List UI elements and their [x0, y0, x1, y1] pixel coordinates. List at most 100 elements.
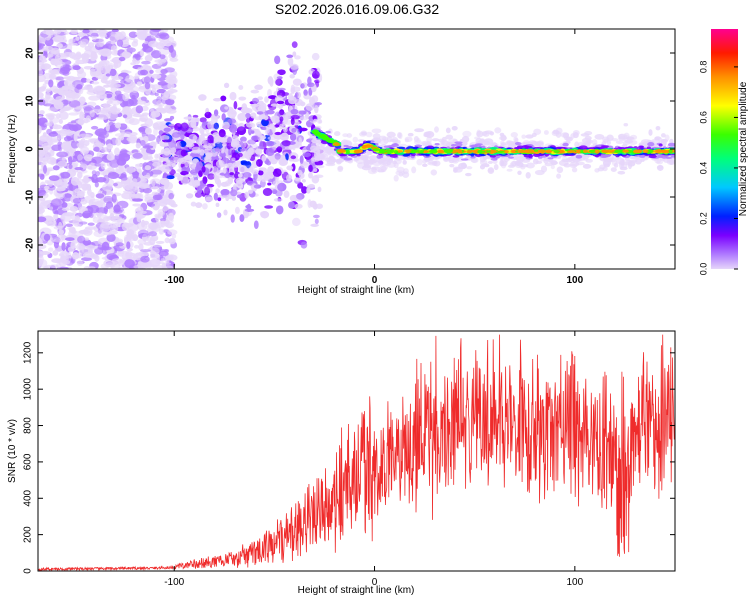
- spectrogram-cell: [192, 135, 198, 141]
- spectrogram-cell: [38, 74, 47, 83]
- spectrogram-cell: [260, 126, 268, 130]
- spectrogram-cell: [75, 36, 80, 41]
- spectrogram-cell: [99, 48, 112, 57]
- spectrogram-cell: [44, 185, 50, 190]
- spectrogram-cell: [630, 160, 636, 166]
- spectrogram-cell: [75, 119, 86, 124]
- spectrogram-cell: [273, 198, 283, 202]
- spectrogram-cell: [274, 131, 282, 136]
- spectrogram-cell: [277, 69, 286, 76]
- spectrogram-cell: [159, 143, 169, 147]
- spectrogram-cell: [94, 181, 99, 188]
- spectrogram-cell: [124, 259, 135, 269]
- spectrogram-cell: [163, 262, 172, 266]
- spectrogram-cell: [514, 137, 519, 142]
- spectrogram-cell: [131, 231, 137, 235]
- spectrogram-cell: [121, 222, 130, 232]
- spectrogram-cell: [585, 139, 594, 144]
- spectrogram-cell: [56, 151, 68, 158]
- spectrogram-cell: [372, 133, 381, 139]
- spectrogram-cell: [207, 120, 214, 130]
- spectrogram-cell: [38, 125, 42, 135]
- spectrogram-cell: [187, 177, 196, 186]
- spectrogram-cell: [294, 55, 301, 60]
- spectrogram-cell: [81, 245, 91, 255]
- spectrogram-cell: [314, 218, 319, 225]
- spectrogram-cell: [144, 82, 151, 90]
- spectrogram-cell: [74, 167, 84, 171]
- spectrogram-cell: [336, 159, 343, 164]
- spectrogram-cell: [544, 162, 553, 167]
- spectrogram-cell: [431, 138, 440, 142]
- spectrogram-cell: [100, 103, 112, 108]
- spectrogram-cell: [71, 252, 80, 260]
- spectrogram-cell: [494, 127, 502, 134]
- spectrogram-cell: [465, 172, 472, 177]
- spectrogram-cell: [70, 140, 80, 149]
- spectrogram-cell: [89, 109, 95, 118]
- spectrogram-cell: [80, 77, 88, 83]
- spectrogram-cell: [245, 112, 251, 119]
- spectrogram-cell: [164, 40, 172, 47]
- spectrogram-cell: [68, 226, 76, 233]
- spectrogram-cell: [308, 172, 313, 179]
- spectrogram-cell: [105, 123, 110, 132]
- spectrogram-cell: [240, 161, 251, 166]
- spectrogram-cell: [59, 111, 69, 120]
- spectrogram-cell: [96, 29, 108, 35]
- spectrogram-cell: [220, 189, 230, 196]
- spectrogram-cell: [115, 168, 124, 174]
- spectrogram-cell: [299, 155, 304, 165]
- spectrogram-cell: [53, 213, 59, 220]
- spectrogram-cell: [294, 92, 299, 98]
- spectrogram-cell: [191, 149, 201, 154]
- spectrogram-cell: [100, 161, 106, 170]
- spectrogram-cell: [156, 62, 163, 66]
- spectrogram-cell: [213, 122, 219, 130]
- spectrogram-cell: [38, 91, 44, 99]
- spectrogram-cell: [499, 132, 505, 137]
- spectrogram-cell: [416, 137, 421, 144]
- spectrogram-cell: [157, 208, 166, 217]
- spectrogram-cell: [227, 109, 237, 118]
- spectrogram-cell: [77, 235, 86, 244]
- spectrogram-cell: [144, 165, 151, 171]
- spectrogram-cell: [134, 213, 145, 219]
- spectrogram-cell: [57, 160, 68, 167]
- spectrogram-cell: [312, 70, 320, 79]
- spectrogram-cell: [396, 146, 406, 149]
- spectrogram-cell: [158, 250, 169, 257]
- spectrogram-cell: [265, 147, 275, 157]
- spectrogram-cell: [60, 106, 71, 112]
- spectrogram-cell: [658, 154, 663, 159]
- spectrogram-cell: [307, 184, 315, 189]
- spectrogram-cell: [141, 178, 148, 183]
- spectrogram-cell: [122, 114, 128, 119]
- spectrogram-cell: [533, 128, 542, 135]
- spectrogram-cell: [195, 202, 203, 208]
- spectrogram-cell: [461, 162, 467, 169]
- spectrogram-cell: [143, 76, 151, 84]
- spectrogram-cell: [507, 164, 516, 168]
- spectrogram-cell: [114, 90, 122, 96]
- spectrogram-cell: [42, 164, 48, 174]
- spectrogram-cell: [155, 220, 160, 227]
- spectrogram-cell: [83, 266, 91, 269]
- spectrogram-cell: [126, 241, 131, 250]
- spectrogram-cell: [51, 131, 57, 135]
- spectrogram-cell: [105, 73, 111, 77]
- spectrogram-cell: [160, 220, 166, 228]
- spectrogram-cell: [100, 77, 108, 84]
- spectrogram-cell: [67, 112, 80, 116]
- spectrogram-cell: [143, 264, 155, 268]
- spectrogram-cell: [128, 31, 138, 38]
- spectrogram-cell: [95, 170, 100, 177]
- spectrogram-cell: [343, 144, 349, 148]
- spectrogram-cell: [189, 169, 199, 175]
- spectrogram-cell: [68, 156, 73, 165]
- spectrogram-cell: [95, 207, 108, 214]
- spectrogram-cell: [274, 55, 281, 65]
- spectrogram-cell: [126, 234, 136, 242]
- spectrogram-cell: [297, 182, 304, 189]
- spectrogram-cell: [284, 146, 294, 151]
